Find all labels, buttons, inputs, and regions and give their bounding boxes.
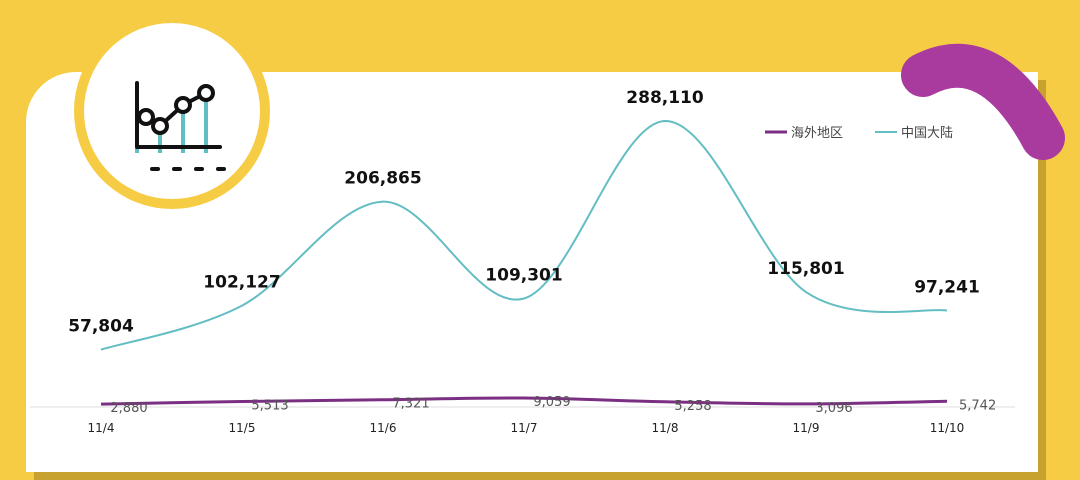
x-tick-label: 11/4 (88, 421, 115, 435)
x-tick-label: 11/10 (930, 421, 965, 435)
x-tick-label: 11/6 (370, 421, 397, 435)
data-label-overseas: 5,742 (959, 398, 996, 413)
line-chart: 57,804 102,127 206,865 109,301 288,110 115,80… (30, 88, 1015, 435)
data-label-overseas: 5,513 (251, 399, 288, 414)
data-label-overseas: 9,059 (533, 395, 570, 410)
labels-layer: 57,804 102,127 206,865 109,301 288,110 115,80… (68, 88, 996, 416)
data-label-overseas: 3,096 (815, 401, 852, 416)
data-label-overseas: 5,258 (674, 399, 711, 414)
data-label-overseas: 2,880 (110, 401, 147, 416)
legend: 海外地区 中国大陆 (765, 125, 953, 141)
x-tick-label: 11/8 (652, 421, 679, 435)
series-line-mainland (100, 120, 948, 351)
legend-label-mainland: 中国大陆 (901, 125, 953, 141)
data-label-overseas: 7,321 (392, 397, 429, 412)
chart-icon-badge (74, 13, 270, 209)
decorative-arc-shape (901, 43, 1065, 160)
line-chart-icon (135, 81, 226, 171)
series-line-overseas (100, 396, 948, 406)
data-label-mainland: 57,804 (68, 317, 134, 337)
series-layer (100, 120, 948, 406)
data-label-mainland: 102,127 (203, 273, 280, 293)
data-label-mainland: 206,865 (344, 169, 421, 189)
x-tick-label: 11/9 (793, 421, 820, 435)
x-tick-label: 11/5 (229, 421, 256, 435)
data-label-mainland: 97,241 (914, 277, 980, 297)
x-tick-labels: 11/4 11/5 11/6 11/7 11/8 11/9 11/10 (88, 421, 965, 435)
data-label-mainland: 109,301 (485, 266, 562, 286)
data-label-mainland: 115,801 (767, 259, 844, 279)
data-label-mainland: 288,110 (626, 88, 704, 108)
legend-label-overseas: 海外地区 (791, 126, 843, 141)
x-tick-label: 11/7 (511, 421, 538, 435)
